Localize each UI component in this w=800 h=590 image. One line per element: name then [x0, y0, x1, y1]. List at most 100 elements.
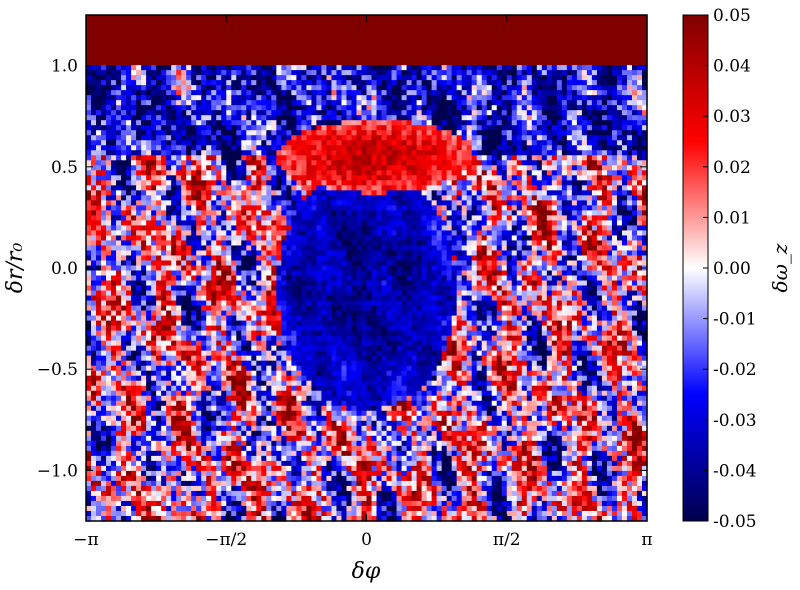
heatmap-cell: [351, 235, 358, 242]
heatmap-cell: [131, 230, 137, 237]
heatmap-cell: [486, 20, 493, 26]
heatmap-cell: [511, 220, 518, 227]
heatmap-cell: [156, 230, 162, 237]
heatmap-cell: [201, 180, 207, 186]
heatmap-cell: [111, 115, 117, 121]
heatmap-cell: [366, 170, 373, 176]
heatmap-cell: [536, 190, 543, 196]
heatmap-cell: [406, 230, 413, 237]
heatmap-cell: [211, 180, 217, 186]
heatmap-cell: [466, 190, 473, 196]
heatmap-cell: [166, 65, 172, 71]
heatmap-cell: [296, 60, 302, 66]
heatmap-cell: [321, 15, 328, 21]
heatmap-cell: [406, 165, 413, 171]
heatmap-cell: [411, 110, 418, 116]
heatmap-cell: [371, 230, 378, 237]
heatmap-cell: [206, 120, 212, 126]
heatmap-cell: [551, 200, 558, 206]
heatmap-cell: [561, 25, 568, 31]
heatmap-cell: [191, 85, 197, 91]
heatmap-cell: [536, 115, 543, 121]
heatmap-cell: [336, 100, 343, 106]
heatmap-cell: [271, 220, 277, 227]
heatmap-cell: [221, 205, 227, 211]
heatmap-cell: [621, 60, 628, 66]
heatmap-cell: [521, 225, 528, 232]
heatmap-cell: [86, 165, 92, 171]
heatmap-cell: [211, 65, 217, 71]
heatmap-cell: [396, 60, 403, 66]
heatmap-cell: [331, 25, 338, 31]
heatmap-cell: [601, 55, 608, 61]
heatmap-cell: [291, 155, 297, 161]
heatmap-cell: [396, 20, 403, 26]
heatmap-cell: [426, 125, 433, 131]
heatmap-cell: [241, 35, 247, 41]
heatmap-cell: [611, 205, 618, 211]
heatmap-cell: [241, 125, 247, 131]
heatmap-cell: [216, 30, 222, 36]
heatmap-cell: [331, 235, 338, 242]
heatmap-cell: [641, 30, 648, 36]
heatmap-cell: [151, 105, 157, 111]
heatmap-cell: [131, 85, 137, 91]
heatmap-cell: [206, 115, 212, 121]
heatmap-cell: [201, 50, 207, 56]
heatmap-cell: [136, 45, 142, 51]
heatmap-cell: [491, 50, 498, 56]
heatmap-cell: [191, 230, 197, 237]
heatmap-cell: [386, 190, 393, 196]
heatmap-cell: [381, 90, 388, 96]
heatmap-cell: [541, 85, 548, 91]
heatmap-cell: [581, 180, 588, 186]
heatmap-cell: [126, 105, 132, 111]
heatmap-cell: [521, 200, 528, 206]
heatmap-cell: [531, 195, 538, 201]
heatmap-cell: [396, 70, 403, 76]
heatmap-cell: [431, 150, 438, 156]
heatmap-cell: [131, 100, 137, 106]
heatmap-cell: [226, 70, 232, 76]
heatmap-cell: [501, 70, 508, 76]
heatmap-cell: [526, 215, 533, 222]
heatmap-cell: [296, 30, 302, 36]
heatmap-cell: [171, 135, 177, 141]
heatmap-cell: [371, 35, 378, 41]
heatmap-cell: [406, 15, 413, 21]
heatmap-cell: [556, 100, 563, 106]
heatmap-cell: [261, 235, 267, 242]
heatmap-cell: [496, 60, 503, 66]
heatmap-cell: [616, 45, 623, 51]
heatmap-cell: [401, 60, 408, 66]
heatmap-cell: [271, 95, 277, 101]
heatmap-cell: [256, 20, 262, 26]
heatmap-cell: [321, 30, 328, 36]
heatmap-cell: [161, 95, 167, 101]
heatmap-cell: [601, 130, 608, 136]
heatmap-cell: [276, 80, 282, 86]
heatmap-cell: [346, 50, 353, 56]
heatmap-cell: [336, 195, 343, 201]
heatmap-cell: [616, 230, 623, 237]
heatmap-cell: [356, 195, 363, 201]
heatmap-cell: [161, 155, 167, 161]
heatmap-cell: [581, 195, 588, 201]
heatmap-cell: [286, 30, 292, 36]
heatmap-cell: [476, 215, 483, 222]
heatmap-cell: [626, 170, 633, 176]
heatmap-cell: [566, 95, 573, 101]
heatmap-cell: [336, 180, 343, 186]
heatmap-cell: [161, 110, 167, 116]
heatmap-cell: [631, 120, 638, 126]
heatmap-cell: [241, 50, 247, 56]
heatmap-cell: [571, 205, 578, 211]
heatmap-cell: [186, 220, 192, 227]
heatmap-cell: [511, 30, 518, 36]
heatmap-cell: [571, 175, 578, 181]
heatmap-cell: [456, 15, 463, 21]
heatmap-cell: [411, 195, 418, 201]
heatmap-cell: [271, 135, 277, 141]
heatmap-cell: [546, 230, 553, 237]
heatmap-cell: [431, 15, 438, 21]
